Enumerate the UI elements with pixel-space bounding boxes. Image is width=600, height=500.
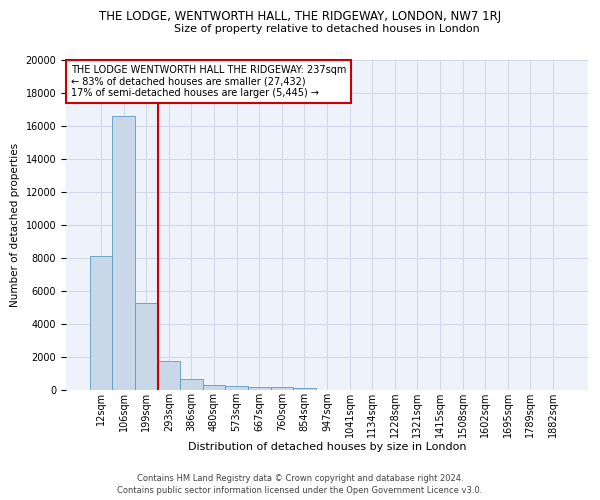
- Bar: [158, 361, 180, 390]
- Bar: [180, 380, 203, 390]
- Text: Contains HM Land Registry data © Crown copyright and database right 2024.
Contai: Contains HM Land Registry data © Crown c…: [118, 474, 482, 495]
- Bar: [135, 302, 158, 390]
- Title: Size of property relative to detached houses in London: Size of property relative to detached ho…: [174, 24, 480, 34]
- Text: THE LODGE, WENTWORTH HALL, THE RIDGEWAY, LONDON, NW7 1RJ: THE LODGE, WENTWORTH HALL, THE RIDGEWAY,…: [99, 10, 501, 23]
- Bar: [112, 116, 135, 390]
- X-axis label: Distribution of detached houses by size in London: Distribution of detached houses by size …: [188, 442, 466, 452]
- Text: THE LODGE WENTWORTH HALL THE RIDGEWAY: 237sqm
← 83% of detached houses are small: THE LODGE WENTWORTH HALL THE RIDGEWAY: 2…: [71, 65, 347, 98]
- Bar: [203, 384, 226, 390]
- Bar: [248, 386, 271, 390]
- Bar: [271, 387, 293, 390]
- Bar: [226, 386, 248, 390]
- Bar: [90, 256, 112, 390]
- Y-axis label: Number of detached properties: Number of detached properties: [10, 143, 20, 307]
- Bar: [293, 388, 316, 390]
